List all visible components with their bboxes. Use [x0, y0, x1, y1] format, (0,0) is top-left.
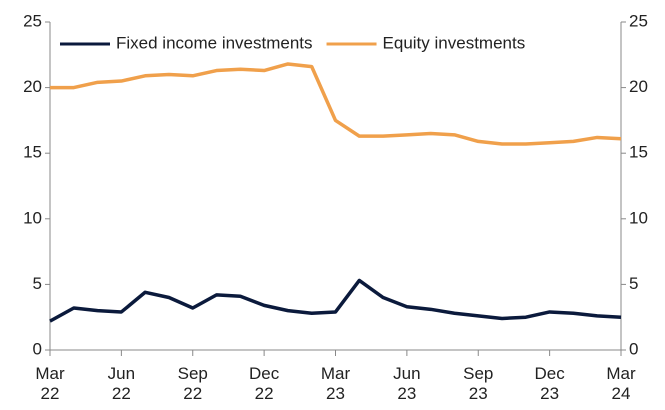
y-tick-label: 0 [33, 339, 42, 358]
x-tick-label: Sep 23 [463, 364, 494, 403]
series-line [50, 62, 622, 146]
y2-tick-label: 20 [629, 77, 648, 96]
x-tick-label: Jun 23 [393, 364, 421, 403]
x-tick-label: Mar 24 [606, 364, 636, 403]
y2-tick-label: 5 [629, 274, 638, 293]
series-line [49, 278, 622, 323]
x-tick-label: Jun 22 [107, 364, 136, 403]
y-tick-label: 15 [23, 143, 42, 162]
x-tick-label: Dec 22 [249, 364, 280, 403]
x-tick-label: Mar 23 [320, 364, 351, 403]
legend-label: Fixed income investments [116, 33, 313, 52]
y-tick-label: 25 [23, 11, 42, 30]
y2-tick-label: 15 [629, 143, 648, 162]
y-tick-label: 10 [23, 208, 42, 227]
x-tick-label: Dec 23 [534, 364, 565, 403]
y2-tick-label: 0 [629, 339, 638, 358]
y-tick-label: 5 [33, 274, 42, 293]
x-tick-label: Sep 22 [177, 364, 208, 403]
y-tick-label: 20 [23, 77, 42, 96]
x-tick-label: Mar 22 [35, 364, 65, 403]
legend-label: Equity investments [383, 33, 526, 52]
y2-tick-label: 10 [629, 208, 648, 227]
y2-tick-label: 25 [629, 11, 648, 30]
